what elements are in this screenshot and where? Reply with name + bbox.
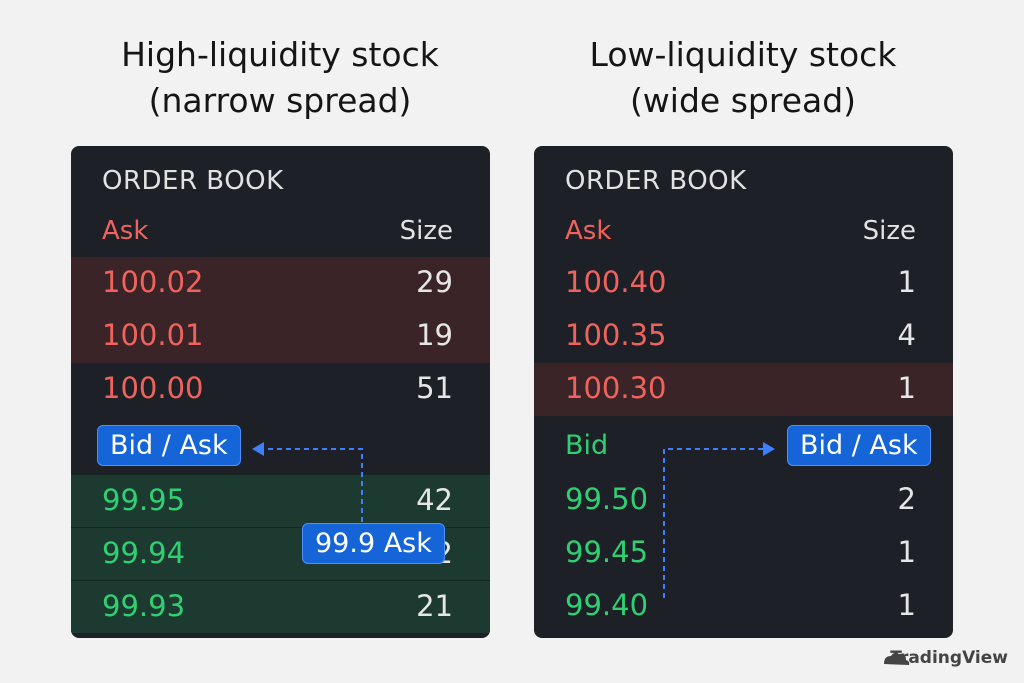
callout-badge: 99.9 Ask xyxy=(302,523,445,564)
order-book-heading: ORDER BOOK xyxy=(102,166,284,196)
price: 100.02 xyxy=(102,265,204,299)
price: 99.40 xyxy=(565,588,649,622)
size: 21 xyxy=(416,589,453,623)
price: 100.30 xyxy=(565,371,667,405)
size: 1 xyxy=(897,265,916,299)
size: 51 xyxy=(416,371,453,405)
bid-row: 99.50 2 xyxy=(534,474,953,527)
size: 1 xyxy=(897,588,916,622)
price: 99.93 xyxy=(102,589,186,623)
ask-row: 100.02 29 xyxy=(71,257,490,310)
order-book: ORDER BOOK Ask Size 100.40 1 100.35 4 100.30 1 99… xyxy=(534,146,953,638)
size: 29 xyxy=(416,265,453,299)
size: 19 xyxy=(416,318,453,352)
ask-row: 100.30 1 xyxy=(534,363,953,416)
brand: TradingView xyxy=(890,648,1008,668)
price: 100.00 xyxy=(102,371,204,405)
title-line: (wide spread) xyxy=(629,81,857,120)
bid-row: 99.40 1 xyxy=(534,580,953,633)
price: 99.45 xyxy=(565,535,649,569)
price: 99.95 xyxy=(102,483,186,517)
ask-row: 100.01 19 xyxy=(71,310,490,363)
bid-ask-badge: Bid / Ask xyxy=(787,425,931,466)
ask-row: 100.00 51 xyxy=(71,363,490,416)
price: 100.40 xyxy=(565,265,667,299)
size: 4 xyxy=(897,318,916,352)
bid-row: 99.45 1 xyxy=(534,527,953,580)
size-label: Size xyxy=(399,216,453,246)
title-line: High-liquidity stock xyxy=(121,35,439,74)
price: 99.94 xyxy=(102,536,186,570)
price: 100.01 xyxy=(102,318,204,352)
title-line: (narrow spread) xyxy=(148,81,412,120)
order-book-heading: ORDER BOOK xyxy=(565,166,747,196)
bid-ask-badge: Bid / Ask xyxy=(97,425,241,466)
size: 1 xyxy=(897,371,916,405)
title-line: Low-liquidity stock xyxy=(589,35,897,74)
ask-row: 100.40 1 xyxy=(534,257,953,310)
bid-label: Bid xyxy=(565,430,609,461)
price: 99.50 xyxy=(565,482,649,516)
size: 42 xyxy=(416,483,453,517)
size-label: Size xyxy=(862,216,916,246)
panel-title: High-liquidity stock (narrow spread) xyxy=(60,32,500,124)
size: 2 xyxy=(897,482,916,516)
bid-row: 99.93 21 xyxy=(71,580,490,633)
ask-label: Ask xyxy=(565,216,612,246)
price: 100.35 xyxy=(565,318,667,352)
ask-row: 100.35 4 xyxy=(534,310,953,363)
ask-label: Ask xyxy=(102,216,149,246)
panel-title: Low-liquidity stock (wide spread) xyxy=(523,32,963,124)
bid-row: 99.95 42 xyxy=(71,474,490,527)
order-book: ORDER BOOK Ask Size 100.02 29 100.01 19 100.00 5… xyxy=(71,146,490,638)
size: 1 xyxy=(897,535,916,569)
